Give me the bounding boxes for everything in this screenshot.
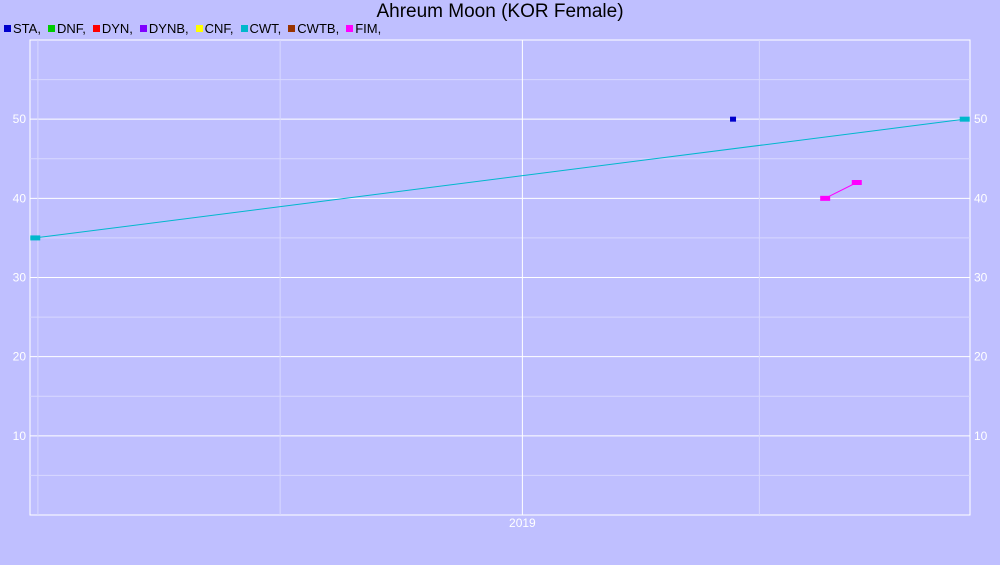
- series-line-fim: [824, 182, 858, 199]
- legend-item-fim: FIM,: [346, 21, 381, 36]
- y-tick-label-right: 40: [974, 191, 988, 205]
- legend-item-sta: STA,: [4, 21, 41, 36]
- legend-swatch: [240, 24, 248, 32]
- legend-swatch: [47, 24, 55, 32]
- legend-item-cwt: CWT,: [240, 20, 282, 36]
- legend-swatch: [139, 24, 147, 32]
- y-tick-label-left: 30: [13, 271, 27, 285]
- legend-item-dynb: DYNB,: [139, 20, 189, 36]
- legend-label: FIM,: [355, 20, 382, 36]
- legend-label: STA,: [13, 20, 41, 36]
- legend-label: CWT,: [249, 20, 282, 36]
- point-fim: [851, 180, 862, 185]
- legend-item-dnf: DNF,: [47, 20, 86, 36]
- legend-item-cnf: CNF,: [195, 20, 234, 36]
- y-tick-label-right: 50: [974, 112, 988, 126]
- series-line-cwt: [35, 118, 965, 239]
- y-tick-label-left: 50: [13, 112, 27, 126]
- legend-swatch: [195, 24, 203, 32]
- x-tick-label: 2019: [509, 516, 536, 530]
- point-cwt: [959, 116, 970, 122]
- legend-swatch: [92, 24, 100, 32]
- legend-label: CNF,: [204, 20, 234, 36]
- y-tick-label-right: 30: [974, 271, 988, 285]
- legend-item-dyn: DYN,: [92, 20, 133, 36]
- legend: STA, DNF, DYN, DYNB, CNF, CWT, CWTB, FIM,: [4, 20, 388, 36]
- legend-label: DYN,: [101, 20, 133, 36]
- legend-label: DYNB,: [148, 20, 189, 36]
- legend-label: DNF,: [56, 20, 86, 36]
- y-tick-label-left: 10: [13, 429, 27, 443]
- legend-swatch: [4, 24, 11, 32]
- point-fim: [820, 195, 831, 201]
- y-tick-label-left: 20: [13, 350, 27, 364]
- point-sta: [730, 116, 737, 122]
- legend-item-cwtb: CWTB,: [288, 21, 339, 36]
- y-tick-label-right: 10: [974, 429, 988, 443]
- legend-swatch: [346, 24, 354, 32]
- chart-title: Ahreum Moon (KOR Female): [376, 1, 624, 22]
- legend-label: CWTB,: [297, 20, 340, 36]
- point-cwt: [30, 235, 41, 241]
- y-tick-label-right: 20: [974, 350, 988, 364]
- legend-swatch: [288, 24, 296, 32]
- y-tick-label-left: 40: [13, 191, 27, 205]
